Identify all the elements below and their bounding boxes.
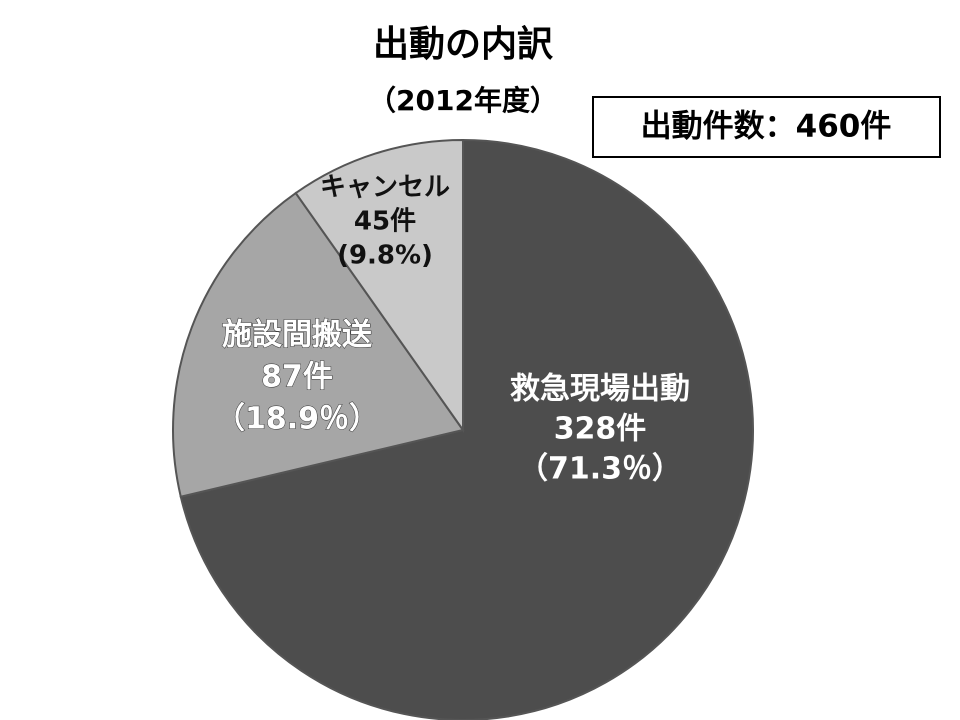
slice-label: キャンセル [320, 173, 450, 203]
pie-slice [179, 138, 754, 720]
percent-label: (9.8%) [337, 241, 433, 271]
value-label: 328件 [554, 412, 647, 447]
percent-label: （71.3％） [518, 452, 682, 487]
annotation: 出動件数：460件 [641, 109, 892, 145]
chart-title: 出動の内訳 [373, 24, 554, 65]
chart-subtitle: （2012年度） [368, 84, 558, 117]
pie-slice [172, 191, 465, 498]
slice-label: 施設間搬送 [222, 318, 372, 353]
value-label: 87件 [261, 360, 333, 395]
labels: 救急現場出動 328件 （71.3％） 施設間搬送 87件 （18.9％） キャンセル 45件… [214, 173, 690, 487]
annotation-box [592, 96, 941, 158]
slice-label: 救急現場出動 [510, 372, 690, 407]
percent-label: （18.9％） [215, 402, 379, 437]
pie [172, 138, 754, 720]
pie-slice [294, 138, 464, 434]
value-label: 45件 [354, 207, 416, 237]
